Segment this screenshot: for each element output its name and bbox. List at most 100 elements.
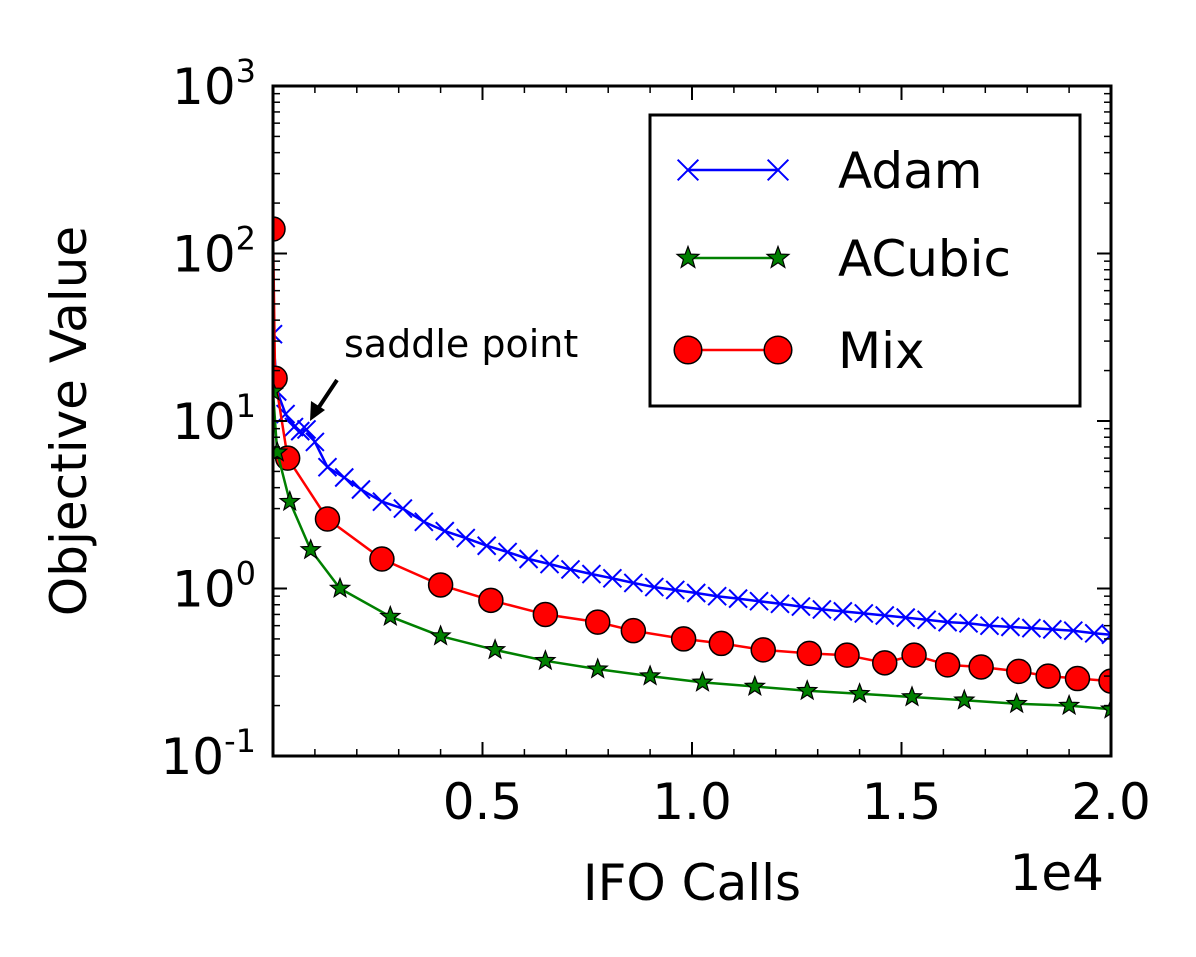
data-point-adam <box>581 564 602 584</box>
y-tick-base: 10 <box>172 393 236 451</box>
data-point-adam <box>602 568 623 589</box>
data-point-acubic <box>278 489 301 512</box>
data-point-mix <box>871 650 898 676</box>
series-acubic <box>273 379 1111 719</box>
data-point-mix <box>532 601 559 628</box>
data-point-adam <box>393 498 413 519</box>
data-point-adam <box>456 528 476 548</box>
data-point-acubic <box>1057 693 1081 716</box>
y-tick-base: 10 <box>172 561 236 619</box>
data-point-adam <box>1084 623 1104 644</box>
series-adam <box>273 324 1111 645</box>
data-point-acubic <box>743 674 767 697</box>
series-layer <box>273 216 1111 719</box>
data-point-adam <box>1000 617 1021 637</box>
data-point-acubic <box>1005 692 1028 714</box>
data-point-mix <box>314 506 341 532</box>
x-tick-label: 1.0 <box>652 773 732 831</box>
data-point-acubic <box>848 682 871 704</box>
data-point-adam <box>1101 624 1111 645</box>
data-point-adam <box>749 591 769 611</box>
data-point-mix <box>934 652 961 678</box>
data-point-mix <box>1064 665 1091 692</box>
data-point-mix <box>670 626 697 652</box>
y-tick-exponent: 2 <box>236 220 256 258</box>
data-point-adam <box>305 432 325 452</box>
annotation-arrow-head <box>310 401 325 421</box>
data-point-acubic <box>429 624 452 646</box>
data-point-mix <box>968 654 994 680</box>
data-point-adam <box>958 613 979 633</box>
y-tick-exponent: -1 <box>224 722 256 760</box>
data-point-adam <box>833 601 853 622</box>
y-tick-exponent: 3 <box>236 52 256 90</box>
data-point-adam <box>791 596 811 617</box>
data-point-acubic <box>299 538 322 560</box>
data-point-mix <box>369 546 395 572</box>
data-point-acubic <box>796 679 819 701</box>
data-point-acubic <box>586 657 609 679</box>
data-point-mix <box>901 642 927 668</box>
legend-marker-adam <box>766 158 790 182</box>
data-point-adam <box>539 554 560 574</box>
data-point-adam <box>317 457 338 477</box>
data-point-acubic <box>379 604 402 626</box>
y-tick-label: 10-1 <box>160 722 256 786</box>
legend-label-adam: Adam <box>838 142 982 200</box>
data-point-adam <box>296 419 317 440</box>
y-tick-label: 101 <box>172 387 256 451</box>
data-point-acubic <box>328 576 352 598</box>
data-point-adam <box>560 559 581 580</box>
x-tick-label: 2.0 <box>1071 773 1151 831</box>
data-point-adam <box>707 586 727 606</box>
data-point-mix <box>834 642 860 668</box>
legend-label-acubic: ACubic <box>838 230 1011 288</box>
legend-frame <box>648 113 1082 408</box>
data-point-mix <box>708 630 735 657</box>
data-point-adam <box>1042 619 1063 640</box>
y-tick-exponent: 1 <box>236 387 256 425</box>
data-point-mix <box>273 216 286 242</box>
data-point-adam <box>414 512 434 532</box>
data-point-acubic <box>273 379 285 401</box>
x-axis-multiplier: 1e4 <box>1010 844 1104 902</box>
data-point-adam <box>916 610 937 630</box>
legend-marker-acubic <box>765 244 791 269</box>
data-point-mix <box>1035 663 1061 689</box>
data-point-mix <box>750 637 776 663</box>
data-point-adam <box>937 612 958 632</box>
y-tick-base: 10 <box>172 226 236 284</box>
data-point-acubic <box>691 670 714 692</box>
data-point-adam <box>435 521 455 541</box>
data-point-mix <box>796 640 823 667</box>
y-tick-label: 102 <box>172 220 256 284</box>
y-axis-label: Objective Value <box>40 226 98 616</box>
data-point-adam <box>665 580 685 600</box>
y-tick-base: 10 <box>172 58 236 116</box>
data-point-mix <box>620 617 647 644</box>
legend-marker-adam <box>676 158 700 182</box>
data-point-adam <box>686 583 706 603</box>
data-point-adam <box>812 599 832 620</box>
data-point-mix <box>1006 658 1032 685</box>
y-tick-exponent: 0 <box>236 555 256 593</box>
data-point-acubic <box>900 685 924 707</box>
legend: Adam ACubic Mix <box>648 113 1082 408</box>
data-point-mix <box>427 572 454 598</box>
data-point-adam <box>979 615 1000 636</box>
data-point-adam <box>623 573 644 593</box>
data-point-adam <box>518 549 539 569</box>
legend-marker-mix <box>763 335 793 365</box>
data-point-adam <box>372 491 392 512</box>
data-point-adam <box>290 421 310 441</box>
data-point-adam <box>854 603 874 624</box>
data-point-adam <box>770 594 790 614</box>
data-point-adam <box>1063 620 1083 641</box>
data-point-acubic <box>953 688 976 710</box>
data-point-adam <box>875 605 895 626</box>
data-point-adam <box>497 542 518 562</box>
data-point-adam <box>351 479 371 500</box>
legend-marker-acubic <box>675 244 701 269</box>
y-tick-base: 10 <box>160 728 224 786</box>
